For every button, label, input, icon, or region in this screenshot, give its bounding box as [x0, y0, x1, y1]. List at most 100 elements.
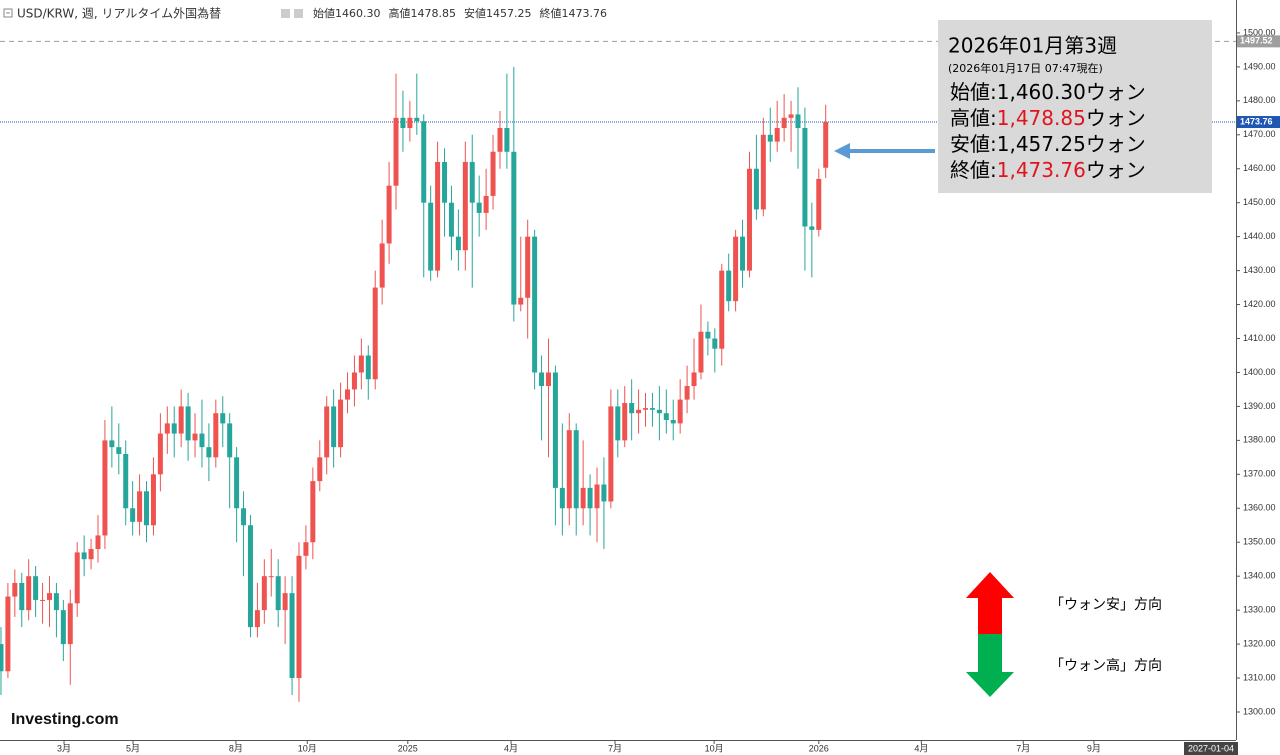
candle-body — [622, 403, 628, 441]
x-tick-label: 3月 — [57, 743, 71, 753]
x-tick-label: 2025 — [398, 743, 418, 753]
candle-body — [261, 576, 267, 611]
candle-body — [712, 338, 718, 349]
candle-body — [421, 121, 427, 203]
ohlc-label: 始値 — [313, 6, 335, 20]
y-tick-label: 1360.00 — [1243, 503, 1276, 513]
y-tick-label: 1330.00 — [1243, 605, 1276, 615]
candle-body — [88, 549, 94, 560]
annotation-rows: 始値:1,460.30ウォン高値:1,478.85ウォン安値:1,457.25ウ… — [950, 80, 1146, 182]
candle-body — [636, 409, 642, 414]
candle-body — [629, 403, 635, 414]
collapse-icon[interactable] — [3, 8, 13, 18]
candle-body — [816, 178, 822, 230]
candle-body — [753, 168, 759, 210]
candle-body — [344, 389, 350, 400]
candle-body — [559, 487, 565, 509]
candle-body — [691, 372, 697, 387]
ohlc-item: 安値1457.25 — [464, 6, 532, 20]
candle-body — [677, 399, 683, 424]
candle-body — [282, 593, 288, 611]
candle-body — [566, 430, 572, 509]
ohlc-value: 1457.25 — [486, 7, 532, 20]
y-tick-label: 1430.00 — [1243, 265, 1276, 275]
row-value: 1,460.30 — [997, 80, 1086, 104]
ohlc-label: 高値 — [389, 6, 411, 20]
x-tick-label: 9月 — [1087, 743, 1101, 753]
ohlc-value: 1460.30 — [335, 7, 381, 20]
annotation-box — [938, 20, 1212, 193]
candle-body — [414, 117, 420, 122]
x-tick-label: 4月 — [504, 743, 518, 753]
candle-body — [19, 582, 25, 611]
candle-body — [102, 440, 108, 536]
y-tick-label: 1320.00 — [1243, 638, 1276, 648]
candle-body — [0, 644, 4, 672]
y-tick-label: 1440.00 — [1243, 231, 1276, 241]
candle-body — [767, 134, 773, 142]
candle-body — [643, 408, 649, 410]
candle-body — [608, 406, 614, 502]
candle-body — [206, 447, 212, 458]
plot — [0, 40, 1236, 702]
x-tick-label: 5月 — [126, 743, 140, 753]
price-label-box — [1237, 35, 1280, 48]
candle-body — [331, 406, 337, 448]
candle-body — [241, 508, 247, 526]
candle-body — [705, 331, 711, 339]
candle-body — [615, 406, 621, 441]
price-label: 1473.76 — [1240, 116, 1273, 126]
legend-label: 「ウォン高」方向 — [1050, 657, 1162, 674]
candle-body — [733, 236, 739, 302]
candle-body — [393, 117, 399, 186]
header-bg — [0, 3, 628, 23]
candle-body — [130, 508, 136, 522]
pointer-arrow-head — [834, 143, 850, 159]
candle-body — [670, 419, 676, 424]
y-tick-label: 1470.00 — [1243, 129, 1276, 139]
y-tick-label: 1390.00 — [1243, 401, 1276, 411]
annotation-title: 2026年01月第3週 — [948, 34, 1117, 58]
candle-body — [254, 610, 260, 628]
candle-body — [552, 372, 558, 488]
candle-body — [46, 593, 52, 600]
ohlc-item: 終値1473.76 — [540, 6, 608, 20]
candle-body — [455, 236, 461, 251]
candle-body — [435, 161, 441, 271]
x-tick-label: 7月 — [1016, 743, 1030, 753]
header-ohlc: 始値1460.30 高値1478.85 安値1457.25 終値1473.76 — [281, 6, 607, 20]
candle-body — [351, 372, 357, 390]
candle-body — [40, 599, 46, 601]
ohlc-label: 安値 — [464, 6, 486, 20]
candle-body — [774, 128, 780, 142]
x-tick-label: 4月 — [914, 743, 928, 753]
y-tick-label: 1490.00 — [1243, 61, 1276, 71]
candle-body — [497, 128, 503, 152]
price-label-box — [1237, 116, 1280, 129]
candle-body — [601, 484, 607, 502]
y-tick-label: 1310.00 — [1243, 672, 1276, 682]
candle-body — [60, 610, 66, 645]
candle-body — [95, 535, 101, 550]
candle-body — [137, 491, 143, 522]
candle-body — [178, 406, 184, 434]
y-tick-label: 1500.00 — [1243, 27, 1276, 37]
candle-body — [33, 576, 39, 600]
candle-body — [12, 582, 18, 597]
candle-body — [220, 413, 226, 424]
y-tick-label: 1410.00 — [1243, 333, 1276, 343]
candle-body — [448, 202, 454, 237]
candle-body — [649, 408, 655, 410]
candle-body — [580, 487, 586, 509]
candle-body — [26, 576, 32, 611]
candle-body — [656, 409, 662, 414]
row-unit: ウォン — [1086, 106, 1146, 130]
y-tick-label: 1450.00 — [1243, 197, 1276, 207]
x-tick-label: 2026 — [809, 743, 829, 753]
candle-body — [199, 433, 205, 448]
candle-body — [587, 487, 593, 509]
row-value: 1,478.85 — [997, 106, 1086, 130]
candle-body — [490, 151, 496, 196]
x-tick-label: 10月 — [705, 743, 724, 753]
